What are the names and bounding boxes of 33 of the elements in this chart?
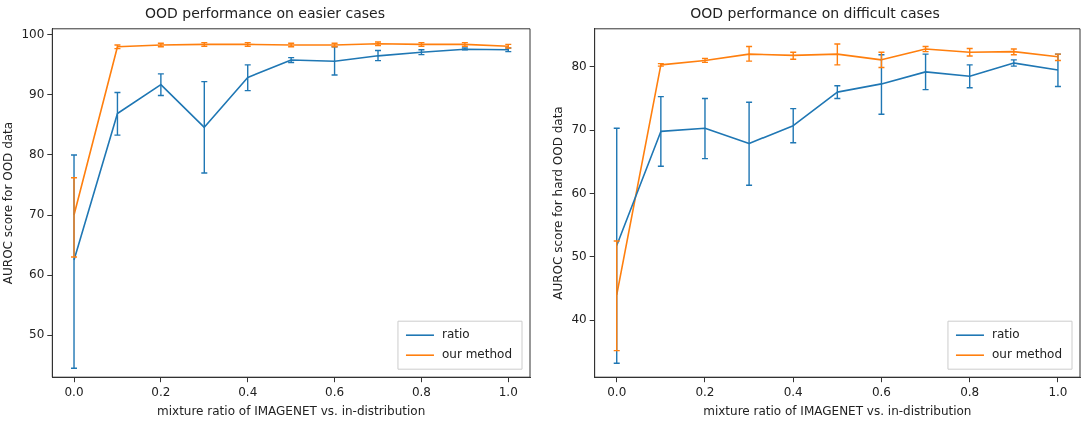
chart-title: OOD performance on easier cases (145, 5, 385, 22)
x-axis-title: mixture ratio of IMAGENET vs. in-distribution (157, 403, 426, 418)
x-tick-label: 0.8 (960, 384, 980, 399)
y-tick-label: 90 (29, 87, 45, 101)
x-tick-label: 1.0 (498, 384, 518, 399)
legend-label: our method (441, 347, 513, 362)
legend-label: our method (991, 347, 1063, 362)
x-tick-label: 0.6 (325, 384, 345, 399)
y-tick-label: 70 (571, 122, 587, 137)
x-tick-label: 0.4 (783, 384, 803, 399)
x-tick-label: 0.6 (871, 384, 891, 399)
y-tick-label: 50 (571, 248, 587, 263)
chart-title: OOD performance on difficult cases (690, 5, 940, 22)
y-tick-label: 80 (571, 58, 587, 73)
legend-label: ratio (441, 327, 470, 342)
x-tick-label: 0.4 (238, 384, 258, 399)
y-tick-label: 60 (29, 267, 45, 282)
y-tick-label: 60 (571, 185, 587, 200)
y-tick-label: 50 (29, 327, 45, 342)
y-tick-label: 70 (29, 207, 45, 222)
y-tick-label: 100 (21, 26, 45, 41)
x-tick-label: 0.2 (151, 384, 171, 399)
x-axis-title: mixture ratio of IMAGENET vs. in-distribution (703, 403, 972, 418)
y-axis-title: AUROC score for hard OOD data (551, 106, 566, 300)
y-tick-label: 80 (29, 147, 45, 162)
x-tick-label: 0.0 (64, 384, 84, 399)
x-tick-label: 1.0 (1048, 384, 1068, 399)
legend-label: ratio (991, 327, 1020, 342)
x-tick-label: 0.2 (695, 384, 715, 399)
x-tick-label: 0.8 (411, 384, 431, 399)
y-axis-title: AUROC score for OOD data (1, 121, 16, 285)
x-tick-label: 0.0 (607, 384, 627, 399)
y-tick-label: 40 (571, 312, 587, 327)
